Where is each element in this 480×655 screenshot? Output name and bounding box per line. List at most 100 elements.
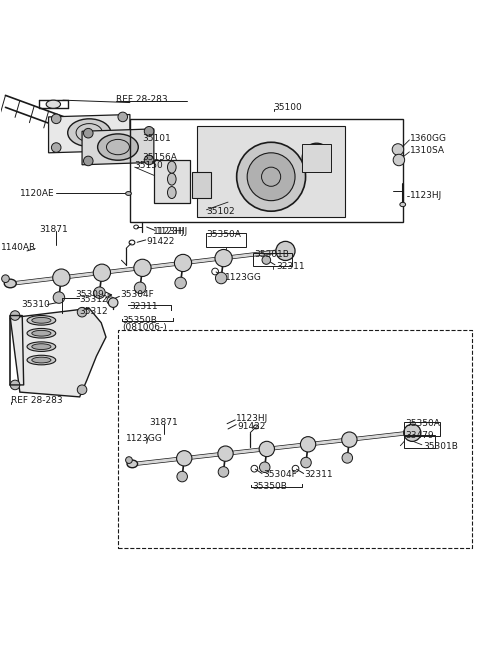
Text: 35312: 35312 <box>80 295 108 304</box>
Ellipse shape <box>168 173 176 185</box>
Text: 35350B: 35350B <box>252 482 287 491</box>
Text: 1123HJ: 1123HJ <box>156 227 189 236</box>
Bar <box>253 253 292 266</box>
Text: 1123GG: 1123GG <box>225 273 262 282</box>
Circle shape <box>1 275 9 282</box>
Circle shape <box>93 264 110 282</box>
Polygon shape <box>10 309 106 397</box>
Circle shape <box>342 453 353 463</box>
Circle shape <box>216 272 227 284</box>
Circle shape <box>342 432 357 447</box>
Circle shape <box>51 114 61 124</box>
Circle shape <box>51 143 61 153</box>
Ellipse shape <box>27 316 56 325</box>
Text: 33479: 33479 <box>405 431 434 440</box>
Ellipse shape <box>126 191 132 195</box>
Text: 35102: 35102 <box>206 207 235 216</box>
Bar <box>404 435 435 448</box>
Circle shape <box>215 250 232 267</box>
Bar <box>205 233 246 247</box>
Ellipse shape <box>32 344 51 350</box>
Circle shape <box>77 385 87 394</box>
Ellipse shape <box>27 328 56 338</box>
Circle shape <box>174 254 192 272</box>
Ellipse shape <box>400 202 406 206</box>
Circle shape <box>300 437 316 452</box>
Circle shape <box>134 282 146 293</box>
Bar <box>130 119 403 222</box>
Text: 35350A: 35350A <box>206 230 241 238</box>
Text: 1123HJ: 1123HJ <box>236 414 268 423</box>
Circle shape <box>301 457 312 468</box>
Polygon shape <box>48 115 130 153</box>
Circle shape <box>393 154 405 166</box>
Text: 35301B: 35301B <box>254 250 289 259</box>
Circle shape <box>118 141 128 151</box>
Circle shape <box>84 156 93 166</box>
Circle shape <box>259 441 275 457</box>
Text: 32311: 32311 <box>305 470 333 479</box>
Text: 31871: 31871 <box>149 418 178 427</box>
Text: 35101: 35101 <box>142 134 170 143</box>
Text: REF 28-283: REF 28-283 <box>116 95 167 103</box>
Ellipse shape <box>27 355 56 365</box>
Text: 1123GG: 1123GG <box>126 434 163 443</box>
Text: 1123HJ: 1123HJ <box>153 227 185 236</box>
Text: 35301B: 35301B <box>423 441 458 451</box>
Circle shape <box>77 307 87 317</box>
Circle shape <box>262 255 271 265</box>
Bar <box>118 330 472 548</box>
Circle shape <box>177 472 188 482</box>
Text: 32311: 32311 <box>276 262 304 271</box>
Circle shape <box>218 446 233 461</box>
Text: 1123HJ: 1123HJ <box>410 191 442 200</box>
Polygon shape <box>82 129 154 165</box>
Ellipse shape <box>27 342 56 352</box>
Text: 1140AR: 1140AR <box>0 242 36 252</box>
Circle shape <box>84 128 93 138</box>
Circle shape <box>392 143 404 155</box>
Circle shape <box>177 451 192 466</box>
Text: 31871: 31871 <box>39 225 68 234</box>
Circle shape <box>237 142 306 211</box>
Text: 35310: 35310 <box>21 300 49 309</box>
Ellipse shape <box>168 161 176 173</box>
Circle shape <box>175 277 186 289</box>
Bar <box>404 422 440 436</box>
Ellipse shape <box>32 318 51 323</box>
Circle shape <box>247 153 295 200</box>
Text: 35350A: 35350A <box>405 419 440 428</box>
Circle shape <box>276 241 295 261</box>
Circle shape <box>94 287 105 299</box>
Text: REF 28-283: REF 28-283 <box>11 396 63 405</box>
Ellipse shape <box>168 187 176 198</box>
Text: 35312: 35312 <box>80 307 108 316</box>
Text: 35309: 35309 <box>75 290 104 299</box>
Bar <box>154 160 190 203</box>
Bar <box>302 144 331 172</box>
Circle shape <box>218 466 229 477</box>
Circle shape <box>126 457 132 464</box>
Text: 35304F: 35304F <box>263 470 297 479</box>
Circle shape <box>10 310 20 320</box>
Text: 1310SA: 1310SA <box>410 146 445 155</box>
Text: 35304F: 35304F <box>120 290 154 299</box>
Circle shape <box>260 462 270 472</box>
Circle shape <box>134 259 151 276</box>
Ellipse shape <box>32 357 51 363</box>
Circle shape <box>144 155 154 165</box>
Bar <box>192 172 211 198</box>
Circle shape <box>53 292 65 303</box>
Ellipse shape <box>32 330 51 336</box>
Circle shape <box>404 424 421 441</box>
Circle shape <box>53 269 70 286</box>
Polygon shape <box>197 126 345 217</box>
Text: 35100: 35100 <box>274 103 302 112</box>
Ellipse shape <box>46 100 60 108</box>
Text: 1120AE: 1120AE <box>20 189 54 198</box>
Text: 1360GG: 1360GG <box>410 134 447 143</box>
Ellipse shape <box>68 119 111 147</box>
Text: 35150: 35150 <box>135 161 164 170</box>
Circle shape <box>144 126 154 136</box>
Ellipse shape <box>127 460 138 468</box>
